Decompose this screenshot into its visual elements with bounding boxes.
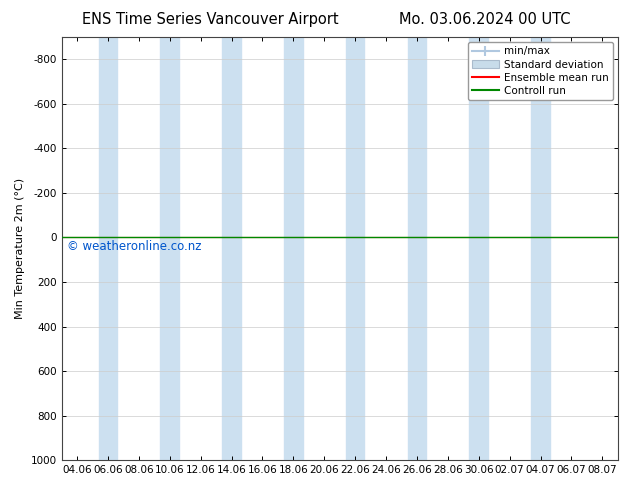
Bar — [223, 37, 241, 460]
Text: © weatheronline.co.nz: © weatheronline.co.nz — [67, 240, 202, 253]
Legend: min/max, Standard deviation, Ensemble mean run, Controll run: min/max, Standard deviation, Ensemble me… — [469, 42, 612, 100]
Bar — [531, 37, 550, 460]
Bar — [99, 37, 117, 460]
Y-axis label: Min Temperature 2m (°C): Min Temperature 2m (°C) — [15, 178, 25, 319]
Bar — [346, 37, 365, 460]
Bar — [284, 37, 302, 460]
Bar — [408, 37, 426, 460]
Bar — [470, 37, 488, 460]
Bar — [160, 37, 179, 460]
Text: Mo. 03.06.2024 00 UTC: Mo. 03.06.2024 00 UTC — [399, 12, 571, 27]
Text: ENS Time Series Vancouver Airport: ENS Time Series Vancouver Airport — [82, 12, 339, 27]
